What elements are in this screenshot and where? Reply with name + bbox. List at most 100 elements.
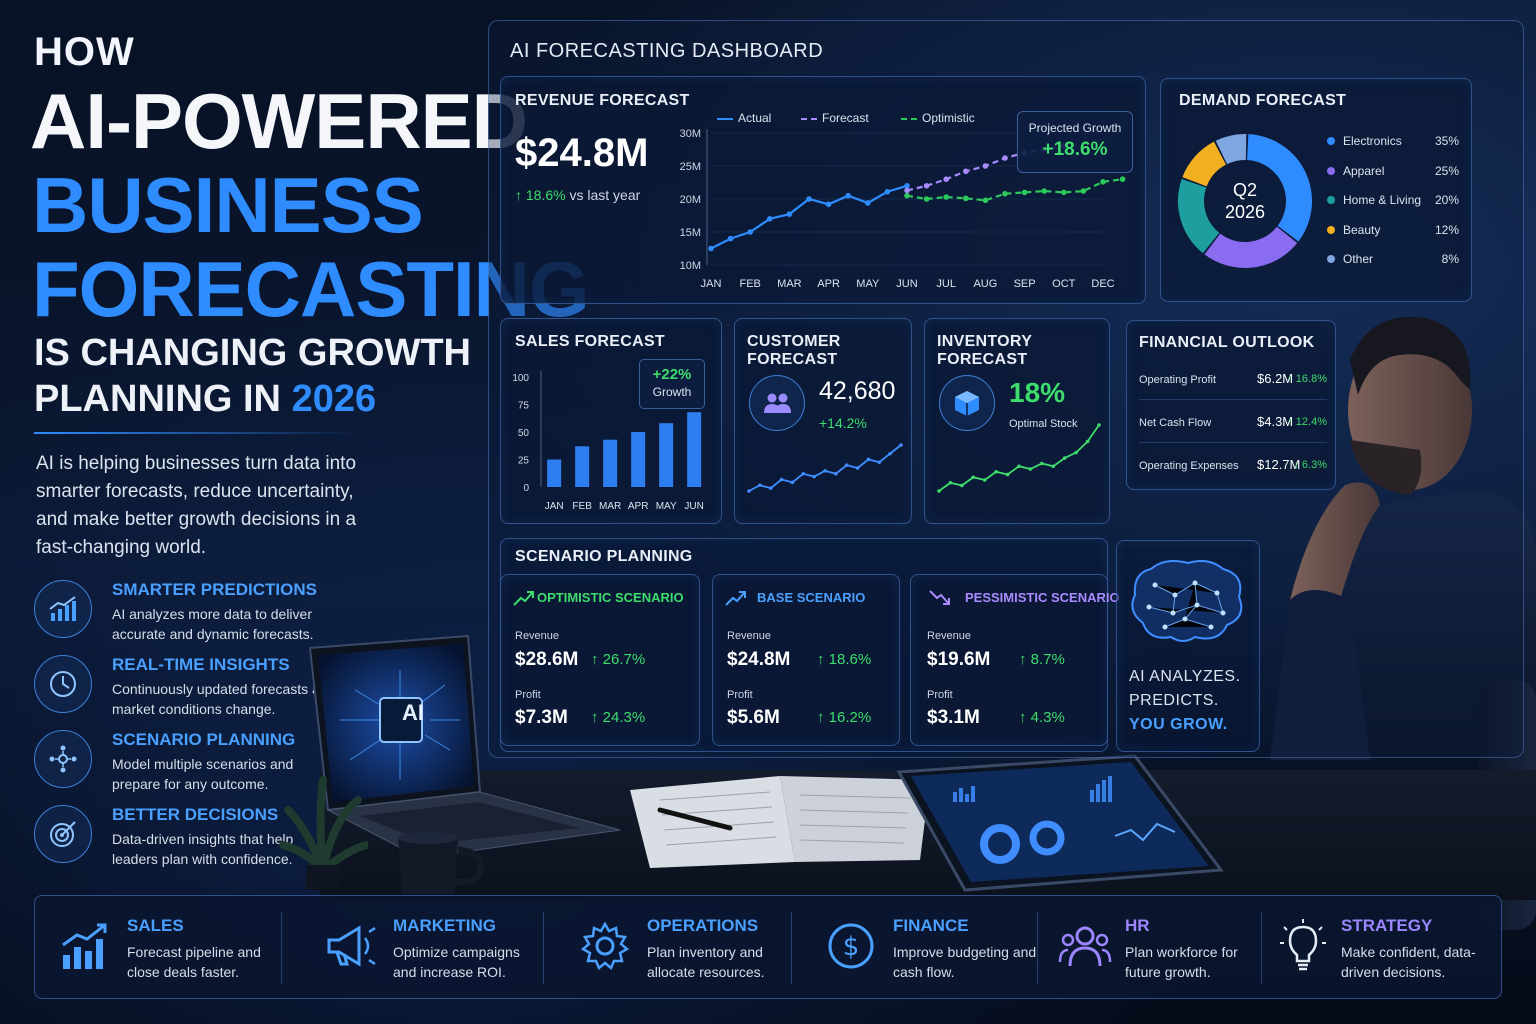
revenue-change-value: ↑ 18.6%	[515, 187, 566, 203]
legend-optimistic: Optimistic	[901, 111, 975, 125]
feature-title: SMARTER PREDICTIONS	[112, 580, 317, 599]
legend-percent: 35%	[1434, 134, 1459, 148]
plant	[279, 776, 368, 890]
scenario-profit: $3.1M	[927, 707, 980, 728]
sparkline-point	[1097, 423, 1101, 427]
laptop-illustration	[308, 634, 621, 859]
sparkline-point	[1085, 439, 1090, 444]
feature-desc: Model multiple scenarios and prepare for…	[112, 756, 294, 792]
legend-forecast: Forecast	[801, 111, 869, 125]
legend-swatch	[1327, 196, 1335, 204]
bar-growth-icon	[34, 580, 92, 638]
donut-slice-beauty	[1182, 141, 1227, 187]
sales-growth-label: Growth	[652, 385, 692, 399]
data-point-forecast	[1002, 155, 1008, 161]
scenario-title: SCENARIO PLANNING	[515, 548, 693, 565]
legend-swatch	[1327, 255, 1335, 263]
x-tick-label: JUL	[936, 278, 956, 290]
hero-divider	[34, 432, 364, 434]
y-tick-label: 15M	[680, 227, 701, 239]
hero-subtitle-prefix: PLANNING IN	[34, 378, 292, 420]
donut-center-line1: Q2	[1232, 180, 1257, 200]
coffee-mug	[398, 832, 485, 894]
data-point-actual	[786, 211, 793, 217]
dept-operations: OPERATIONS Plan inventory and allocate r…	[555, 896, 801, 1000]
financial-row-operating-expenses: Operating Expenses $12.7M ↓ 6.3%	[1139, 457, 1327, 477]
dept-title: STRATEGY	[1341, 916, 1433, 935]
y-tick-label: 50	[518, 428, 530, 439]
divider	[1037, 912, 1038, 984]
inventory-value: 18%	[1009, 377, 1066, 408]
dept-title: OPERATIONS	[647, 916, 759, 935]
donut-slice-electronics	[1246, 134, 1312, 242]
y-tick-label: 0	[523, 483, 529, 494]
sparkline	[748, 444, 902, 492]
bar-feb	[575, 446, 590, 487]
data-point-forecast	[923, 183, 930, 189]
bar-mar	[603, 439, 618, 487]
demand-forecast-card: DEMAND FORECAST Q2 2026 Electronics 35% Ap…	[1160, 78, 1472, 302]
data-point-optimistic	[943, 194, 949, 200]
bar-jan	[547, 459, 562, 487]
ai-tagline-2: PREDICTS.	[1129, 692, 1219, 709]
y-tick-label: 30M	[680, 128, 701, 140]
scenario-profit: $5.6M	[727, 707, 780, 728]
revenue-forecast-card: REVENUE FORECAST $24.8M ↑ 18.6% vs last …	[500, 76, 1146, 304]
scenario-pessimistic: PESSIMISTIC SCENARIO Revenue $19.6M ↑ 8.…	[910, 574, 1120, 746]
inventory-forecast-card: INVENTORY FORECAST 18% Optimal Stock	[924, 318, 1110, 524]
sales-growth-value: +22%	[652, 366, 692, 383]
inventory-sparkline	[937, 423, 1101, 493]
sparkline-point	[960, 483, 964, 488]
x-tick-label: JAN	[545, 501, 564, 512]
data-point-forecast	[982, 163, 989, 169]
sparkline-point	[801, 471, 806, 476]
card-title: INVENTORY FORECAST	[937, 333, 1032, 368]
legend-actual: Actual	[717, 111, 771, 125]
legend-label: Apparel	[1343, 163, 1385, 178]
legend-swatch	[717, 117, 733, 120]
x-tick-label: MAY	[656, 501, 677, 512]
series-line-actual	[710, 184, 908, 250]
data-point-optimistic	[1061, 189, 1067, 196]
customer-change: +14.2%	[819, 415, 867, 431]
ai-brain-panel	[1116, 540, 1260, 752]
data-point-actual	[904, 183, 910, 189]
x-tick-label: MAY	[856, 278, 880, 290]
y-tick-label: 25M	[680, 161, 701, 173]
x-tick-label: AUG	[973, 278, 997, 290]
projected-growth-label: Projected Growth	[1028, 121, 1122, 135]
feature-smarter-predictions: SMARTER PREDICTIONS AI analyzes more dat…	[34, 580, 324, 650]
sparkline-point	[768, 486, 773, 490]
scenario-name: PESSIMISTIC SCENARIO	[965, 590, 1120, 605]
x-tick-label: FEB	[572, 501, 592, 512]
feature-title: REAL-TIME INSIGHTS	[112, 655, 290, 674]
legend-swatch	[1327, 137, 1335, 145]
divider	[1261, 912, 1262, 984]
x-tick-label: FEB	[739, 278, 760, 290]
sparkline-point	[779, 477, 784, 482]
y-tick-label: 25	[518, 456, 530, 467]
divider	[1139, 442, 1327, 443]
dept-desc: Improve budgeting and cash flow.	[893, 944, 1037, 980]
scenario-profit-label: Profit	[927, 689, 953, 701]
data-point-optimistic	[963, 195, 969, 202]
card-title: SALES FORECAST	[515, 333, 665, 350]
sales-growth-badge: +22% Growth	[639, 359, 705, 409]
data-point-forecast	[904, 187, 910, 194]
dept-marketing: MARKETING Optimize campaigns and increas…	[301, 896, 547, 1000]
people-icon	[1057, 918, 1113, 974]
x-tick-label: OCT	[1052, 278, 1076, 290]
legend-swatch	[901, 117, 917, 120]
donut-slice-apparel	[1204, 226, 1298, 268]
data-point-forecast	[963, 168, 969, 175]
data-point-actual	[747, 229, 753, 235]
sparkline-point	[790, 480, 795, 485]
dept-desc: Plan workforce for future growth.	[1125, 944, 1238, 980]
data-point-optimistic	[1119, 176, 1126, 182]
sparkline-point	[844, 463, 849, 467]
sales-forecast-card: SALES FORECAST 100 75 50 25 0 JAN FEB MAR APR MAY…	[500, 318, 722, 524]
x-tick-label: SEP	[1014, 278, 1036, 290]
series-line-optimistic	[906, 178, 1123, 202]
donut-center-label: Q2 2026	[1175, 179, 1315, 223]
data-point-actual	[865, 200, 871, 206]
